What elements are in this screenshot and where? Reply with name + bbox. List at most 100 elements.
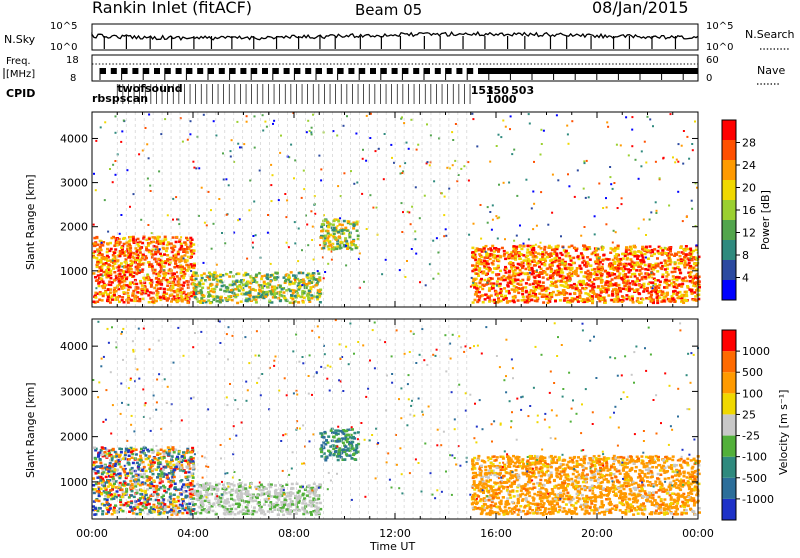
range-gate-cell xyxy=(149,185,151,187)
range-gate-cell xyxy=(163,253,166,256)
range-gate-cell xyxy=(530,299,533,302)
range-gate-cell xyxy=(489,268,492,271)
range-gate-cell xyxy=(263,281,266,284)
range-gate-cell xyxy=(270,483,273,486)
range-gate-cell xyxy=(285,289,288,292)
range-gate-cell xyxy=(117,278,120,281)
range-gate-cell xyxy=(121,488,124,491)
range-gate-cell xyxy=(104,487,107,490)
range-gate-cell xyxy=(308,290,311,293)
range-gate-cell xyxy=(255,281,258,284)
range-gate-cell xyxy=(508,300,511,303)
range-gate-cell xyxy=(145,475,148,478)
range-gate-cell xyxy=(591,295,594,298)
range-gate-cell xyxy=(530,289,533,292)
range-gate-cell xyxy=(129,247,132,250)
range-gate-cell xyxy=(162,277,165,280)
range-gate-cell xyxy=(94,296,97,299)
range-gate-cell xyxy=(588,196,590,198)
range-gate-cell xyxy=(641,278,644,281)
range-gate-cell xyxy=(303,188,305,190)
range-gate-cell xyxy=(628,154,630,156)
range-gate-cell xyxy=(109,284,112,287)
range-gate-cell xyxy=(177,253,180,256)
range-gate-cell xyxy=(659,247,662,250)
range-gate-cell xyxy=(570,268,573,271)
range-gate-cell xyxy=(525,179,527,181)
range-gate-cell xyxy=(131,457,134,460)
range-gate-cell xyxy=(213,223,215,225)
range-gate-cell xyxy=(115,115,117,117)
range-gate-cell xyxy=(592,283,595,286)
range-gate-cell xyxy=(172,249,175,252)
range-gate-cell xyxy=(149,242,152,245)
range-gate-cell xyxy=(666,286,669,289)
range-gate-cell xyxy=(606,281,609,284)
range-gate-cell xyxy=(138,153,140,155)
range-gate-cell xyxy=(652,287,654,289)
range-gate-cell xyxy=(114,469,117,472)
range-gate-cell xyxy=(134,478,137,481)
range-gate-cell xyxy=(199,301,202,304)
range-gate-cell xyxy=(617,277,620,280)
range-gate-cell xyxy=(644,264,647,267)
range-gate-cell xyxy=(322,247,325,250)
range-gate-cell xyxy=(174,262,177,265)
range-gate-cell xyxy=(195,278,198,281)
range-gate-cell xyxy=(320,168,322,170)
range-gate-cell xyxy=(122,510,125,513)
range-gate-cell xyxy=(159,478,162,481)
range-gate-cell xyxy=(130,502,133,505)
range-gate-cell xyxy=(320,179,322,181)
range-gate-cell xyxy=(183,486,186,489)
range-gate-cell xyxy=(294,295,297,298)
range-gate-cell xyxy=(433,180,435,182)
range-gate-cell xyxy=(145,127,147,129)
range-gate-cell xyxy=(597,248,599,250)
range-gate-cell xyxy=(622,257,625,260)
range-gate-cell xyxy=(108,281,111,284)
range-gate-cell xyxy=(481,272,484,275)
range-gate-cell xyxy=(113,291,116,294)
range-gate-cell xyxy=(519,269,522,272)
range-gate-cell xyxy=(136,266,139,269)
range-gate-cell xyxy=(180,467,183,470)
range-gate-cell xyxy=(294,279,296,281)
range-gate-cell xyxy=(337,231,340,234)
range-gate-cell xyxy=(579,280,582,283)
range-gate-cell xyxy=(682,302,685,305)
freq-block xyxy=(294,68,300,74)
range-gate-cell xyxy=(499,256,502,259)
range-gate-cell xyxy=(495,215,497,217)
range-gate-cell xyxy=(153,287,156,290)
range-gate-cell xyxy=(143,282,146,285)
range-gate-cell xyxy=(126,472,129,475)
range-gate-cell xyxy=(105,257,108,260)
range-gate-cell xyxy=(260,278,263,281)
range-gate-cell xyxy=(200,297,203,300)
range-gate-cell xyxy=(682,220,684,222)
range-gate-cell xyxy=(341,224,344,227)
range-gate-cell xyxy=(201,187,203,189)
range-gate-cell xyxy=(175,241,178,244)
range-gate-cell xyxy=(147,513,150,516)
range-gate-cell xyxy=(139,247,142,250)
range-gate-cell xyxy=(130,263,133,266)
range-gate-cell xyxy=(408,148,410,150)
range-gate-cell xyxy=(583,299,586,302)
range-gate-cell xyxy=(391,157,393,159)
range-gate-cell xyxy=(564,267,567,270)
range-gate-cell xyxy=(655,161,657,163)
range-gate-cell xyxy=(292,289,295,292)
range-gate-cell xyxy=(242,284,245,287)
range-gate-cell xyxy=(156,281,159,284)
range-gate-cell xyxy=(571,120,573,122)
range-gate-cell xyxy=(284,193,286,195)
nsky-trace xyxy=(92,32,698,40)
range-gate-cell xyxy=(611,290,614,293)
range-gate-cell xyxy=(608,263,611,266)
range-gate-cell xyxy=(451,131,453,133)
range-gate-cell xyxy=(147,224,149,226)
range-gate-cell xyxy=(339,217,341,219)
range-gate-cell xyxy=(497,299,500,302)
